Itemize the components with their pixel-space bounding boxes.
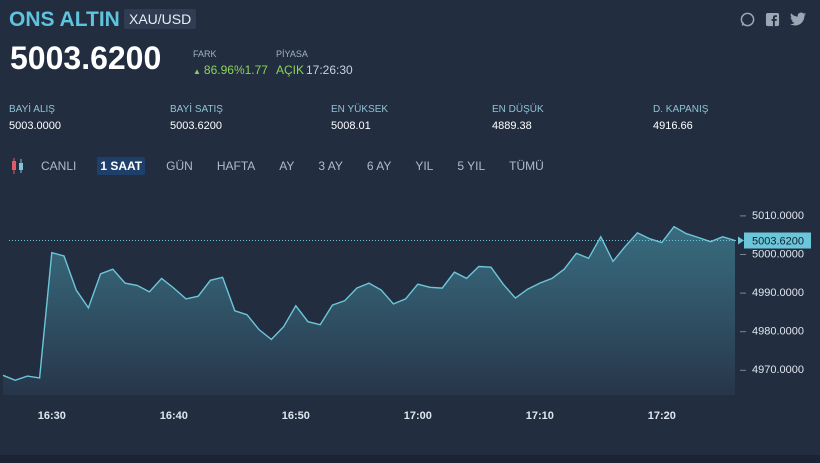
price: 5003.6200 [10,40,162,76]
stat-value: 5008.01 [331,120,371,132]
stat-label: EN DÜŞÜK [492,104,544,115]
range-tab[interactable]: AY [279,159,295,173]
up-arrow: ▲ [193,67,201,76]
stat: EN YÜKSEK 5008.01 [331,104,491,132]
stat: D. KAPANIŞ 4916.66 [653,104,813,132]
stat: BAYİ ALIŞ 5003.0000 [9,104,169,132]
y-tick-label: 4970.0000 [752,364,804,376]
y-tick-label: 4990.0000 [752,287,804,299]
range-tab[interactable]: 1 SAAT [97,157,146,175]
stat: BAYİ SATIŞ 5003.6200 [170,104,330,132]
stat-value: 5003.6200 [170,120,222,132]
x-tick-label: 17:10 [526,410,554,422]
footer-strip [0,455,820,463]
range-tab[interactable]: YIL [415,159,434,173]
price-area [3,226,735,395]
market-label: PİYASA [276,49,308,59]
y-tick-label: 4980.0000 [752,326,804,338]
stat: EN DÜŞÜK 4889.38 [492,104,652,132]
x-tick-label: 16:40 [160,410,188,422]
stat-value: 5003.0000 [9,120,61,132]
change-value: 86.96%1.77 [203,63,268,77]
candlestick-icon[interactable] [10,157,26,175]
range-tab[interactable]: 6 AY [366,159,392,173]
twitter-icon[interactable] [790,12,806,27]
stat-label: D. KAPANIŞ [653,104,709,115]
stat-label: BAYİ ALIŞ [9,104,55,115]
range-tab[interactable]: TÜMÜ [509,159,544,173]
change: ▲ 86.96%1.77 [193,63,268,77]
x-tick-label: 16:50 [282,410,310,422]
stat-label: BAYİ SATIŞ [170,104,223,115]
share-icons [740,12,806,27]
price-chart: 4970.0000 4980.0000 4990.0000 5000.0000 5010… [2,210,811,422]
instrument-title: ONS ALTIN [9,8,120,31]
stat-label: EN YÜKSEK [331,104,389,115]
stat-value: 4889.38 [492,120,532,132]
range-tab[interactable]: 3 AY [318,159,343,173]
stat-value: 4916.66 [653,120,693,132]
range-tab[interactable]: 5 YIL [457,159,486,173]
x-tick-label: 17:00 [404,410,432,422]
facebook-icon[interactable] [765,12,780,27]
x-tick-label: 16:30 [38,410,66,422]
range-tab[interactable]: HAFTA [216,159,256,173]
market-time: 17:26:30 [306,63,353,77]
current-price-box [744,232,811,249]
range-tab[interactable]: CANLI [41,159,77,173]
price-line [2,225,736,382]
current-price-label: 5003.6200 [752,235,804,247]
y-tick-label: 5000.0000 [752,248,804,260]
market-status: AÇIK [276,63,305,77]
y-tick-label: 5010.0000 [752,210,804,222]
symbol-badge: XAU/USD [124,9,197,29]
whatsapp-icon[interactable] [740,12,755,27]
change-label: FARK [193,49,217,59]
current-price-pointer [738,236,744,245]
x-tick-label: 17:20 [648,410,676,422]
range-tab[interactable]: GÜN [166,159,193,173]
range-tabs: CANLI 1 SAAT GÜN HAFTA AY 3 AY 6 AY YIL 5 YIL TÜM… [10,157,565,175]
